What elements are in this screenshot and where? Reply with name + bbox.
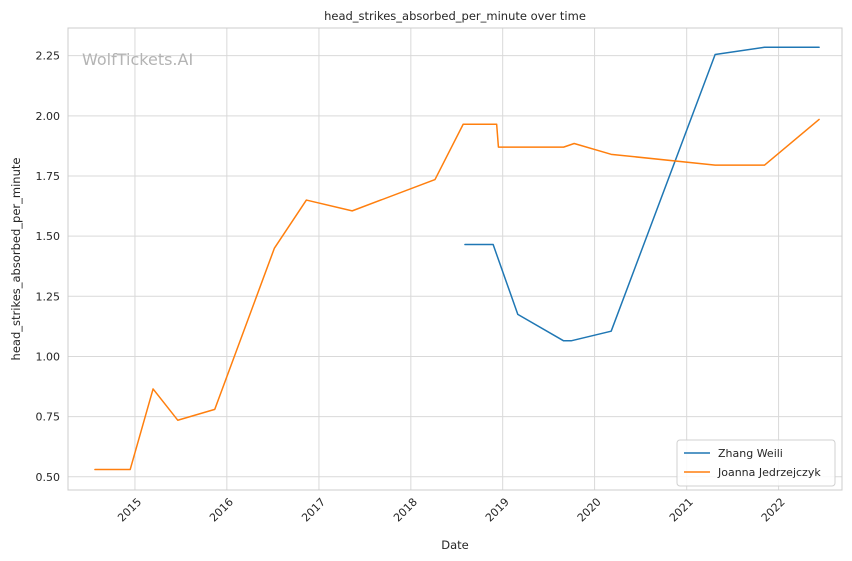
data-point	[152, 388, 154, 390]
plot-area	[68, 28, 842, 490]
data-point	[714, 54, 716, 56]
x-tick-label: 2018	[391, 496, 420, 525]
legend: Zhang Weili Joanna Jedrzejczyk	[676, 439, 836, 487]
data-point	[274, 247, 276, 249]
chart-title: head_strikes_absorbed_per_minute over ti…	[324, 9, 586, 23]
x-tick-label: 2017	[299, 496, 328, 525]
data-point	[818, 119, 820, 121]
data-point	[764, 164, 766, 166]
gridlines	[68, 28, 842, 490]
series-line-joanna-jedrzejczyk	[94, 118, 820, 471]
data-point	[570, 340, 572, 342]
data-point	[464, 244, 466, 246]
legend-label-joanna-jedrzejczyk: Joanna Jedrzejczyk	[717, 466, 821, 479]
y-tick-label: 2.25	[36, 50, 61, 63]
data-point	[573, 143, 575, 145]
series-line-zhang-weili	[464, 46, 820, 342]
y-tick-label: 2.00	[36, 110, 61, 123]
data-point	[434, 179, 436, 181]
legend-box	[676, 439, 836, 487]
x-tick-label: 2016	[207, 496, 236, 525]
data-point	[492, 244, 494, 246]
y-tick-label: 0.50	[36, 471, 61, 484]
watermark-text: WolfTickets.AI	[82, 50, 193, 69]
x-tick-label: 2019	[483, 496, 512, 525]
data-point	[462, 123, 464, 125]
y-tick-label: 1.50	[36, 230, 61, 243]
x-tick-label: 2022	[759, 496, 788, 525]
y-tick-label: 0.75	[36, 411, 61, 424]
y-tick-labels: 0.50 0.75 1.00 1.25 1.50 1.75 2.00 2.25	[36, 50, 61, 484]
data-point	[610, 154, 612, 156]
x-tick-labels: 2015 2016 2017 2018 2019 2020 2021 2022	[115, 496, 788, 525]
series-lines	[94, 46, 820, 471]
y-tick-label: 1.75	[36, 170, 61, 183]
data-point	[94, 469, 96, 471]
x-axis-label: Date	[441, 538, 469, 552]
x-tick-label: 2021	[667, 496, 696, 525]
data-point	[818, 46, 820, 48]
data-point	[177, 419, 179, 421]
y-tick-label: 1.25	[36, 290, 61, 303]
data-point	[563, 340, 565, 342]
data-point	[714, 164, 716, 166]
data-point	[306, 199, 308, 201]
data-point	[764, 46, 766, 48]
legend-label-zhang-weili: Zhang Weili	[718, 447, 783, 460]
data-point	[496, 123, 498, 125]
plot-frame	[67, 27, 843, 491]
x-tick-label: 2020	[575, 496, 604, 525]
data-point	[214, 409, 216, 411]
data-point	[517, 314, 519, 316]
data-point	[129, 469, 131, 471]
y-axis-label: head_strikes_absorbed_per_minute	[9, 158, 23, 361]
data-point	[351, 210, 353, 212]
x-tick-label: 2015	[115, 496, 144, 525]
data-point	[498, 146, 500, 148]
data-point	[610, 330, 612, 332]
data-point	[563, 146, 565, 148]
y-tick-label: 1.00	[36, 350, 61, 363]
